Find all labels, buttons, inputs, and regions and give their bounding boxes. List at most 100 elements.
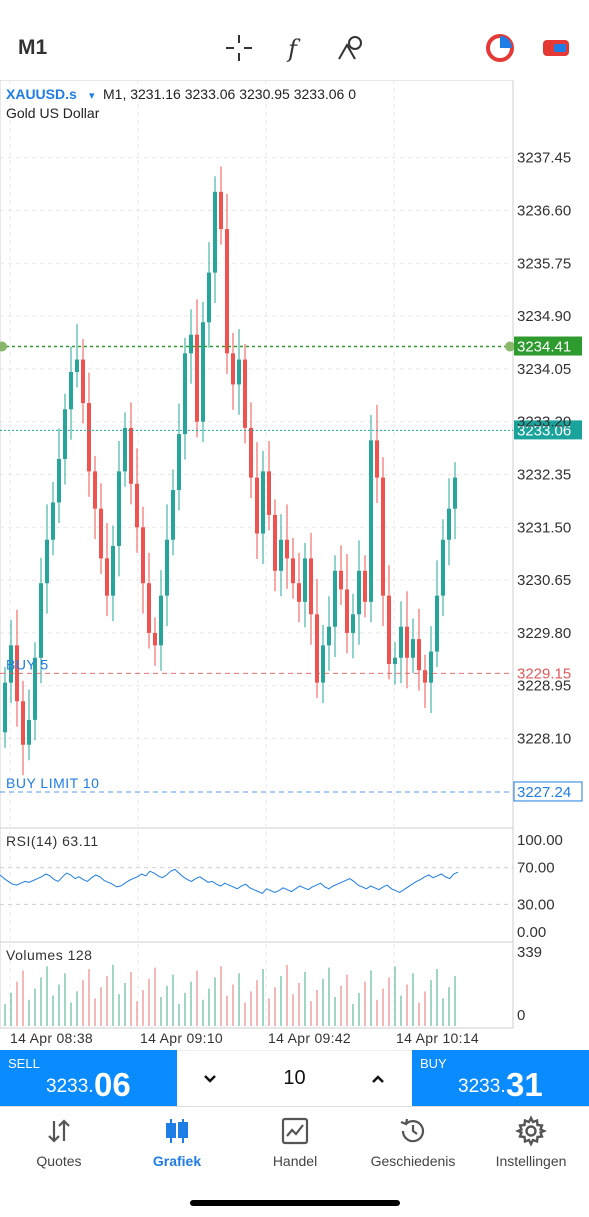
candle-body — [135, 483, 139, 528]
objects-icon[interactable] — [336, 33, 366, 63]
time-axis: 14 Apr 08:38 14 Apr 09:10 14 Apr 09:42 1… — [0, 1028, 589, 1050]
rsi-tick: 30.00 — [517, 896, 555, 913]
candle-body — [159, 595, 163, 646]
candle-body — [177, 434, 181, 491]
candle-body — [117, 471, 121, 546]
price-axis: 3237.45 3236.60 3235.75 3234.90 3234.05 3233.… — [517, 150, 571, 748]
rsi-tick: 70.00 — [517, 860, 555, 877]
candle-body — [57, 458, 61, 503]
candle-body — [315, 614, 319, 683]
candle-body — [153, 632, 157, 646]
symbol-dropdown-icon[interactable]: ▾ — [89, 89, 95, 102]
candle-body — [39, 583, 43, 658]
candle-body — [381, 477, 385, 596]
sell-price-pips: 06 — [94, 1066, 131, 1103]
volume-tick: 0 — [517, 1007, 525, 1024]
chart-grid — [0, 80, 514, 1029]
ohlc-readout: M1, 3231.16 3233.06 3230.95 3233.06 0 — [103, 86, 356, 102]
decrease-volume-button[interactable] — [195, 1065, 225, 1093]
tab-quotes[interactable]: Quotes — [0, 1115, 118, 1169]
price-tick: 3235.75 — [517, 255, 571, 272]
volume-tick: 339 — [517, 944, 542, 961]
candle-body — [399, 626, 403, 658]
candle-body — [363, 570, 367, 602]
buy-limit-label: BUY LIMIT 10 — [6, 775, 99, 791]
home-indicator — [190, 1200, 400, 1206]
tab-label: Grafiek — [152, 1153, 202, 1169]
sell-price-main: 3233. — [46, 1076, 94, 1097]
volume-label: Volumes 128 — [6, 947, 92, 963]
volume-selector: 10 — [177, 1050, 412, 1107]
candle-body — [33, 657, 37, 720]
volume-value[interactable]: 10 — [283, 1067, 306, 1089]
volume-panel: 339 0 — [4, 944, 542, 1026]
rsi-panel: 100.00 70.00 30.00 0.00 — [0, 832, 563, 941]
price-tick: 3234.90 — [517, 308, 571, 325]
buy-order-price: 3229.15 — [517, 665, 571, 682]
symbol-label[interactable]: XAUUSD.s — [6, 86, 77, 102]
candle-body — [291, 558, 295, 584]
candle-body — [279, 539, 283, 571]
tab-handel[interactable]: Handel — [236, 1115, 354, 1169]
candle-body — [453, 477, 457, 509]
candle-body — [441, 539, 445, 596]
timeframe-button[interactable]: M1 — [18, 36, 48, 59]
price-lines: 3234.41 3233.06 3229.15 BUY 5 3227.24 BUY LIM… — [0, 336, 583, 802]
candle-body — [87, 403, 91, 472]
candle-body — [405, 626, 409, 658]
price-chart[interactable]: 3234.41 3233.06 3229.15 BUY 5 3227.24 BUY LIM… — [0, 80, 589, 1035]
tab-geschiedenis[interactable]: Geschiedenis — [354, 1115, 472, 1169]
price-tick: 3234.05 — [517, 361, 571, 378]
indicator-icon[interactable]: f — [280, 33, 310, 63]
candle-body — [99, 508, 103, 559]
chart-frame — [0, 80, 514, 1029]
candle-body — [285, 539, 289, 559]
increase-volume-button[interactable] — [363, 1065, 393, 1093]
green-level-handle — [0, 341, 7, 352]
price-tick: 3228.10 — [517, 731, 571, 748]
settings-icon — [515, 1115, 547, 1147]
tab-label: Quotes — [36, 1153, 82, 1169]
candle-body — [81, 359, 85, 404]
tab-grafiek[interactable]: Grafiek — [118, 1115, 236, 1169]
candle-body — [189, 334, 193, 354]
tab-instellingen[interactable]: Instellingen — [472, 1115, 589, 1169]
time-tick: 14 Apr 09:10 — [140, 1030, 223, 1046]
crosshair-icon[interactable] — [224, 33, 254, 63]
candle-body — [387, 595, 391, 664]
candle-body — [123, 427, 127, 472]
top-toolbar: M1 f — [0, 0, 589, 80]
rsi-tick: 0.00 — [517, 924, 546, 941]
sell-button[interactable]: SELL 3233. 06 — [0, 1050, 177, 1106]
candle-body — [9, 645, 13, 683]
candle-body — [165, 539, 169, 596]
broker-icon[interactable] — [541, 33, 571, 63]
price-tick: 3230.65 — [517, 572, 571, 589]
candle-body — [369, 440, 373, 602]
svg-text:f: f — [286, 35, 301, 63]
buy-button[interactable]: BUY 3233. 31 — [412, 1050, 589, 1106]
candle-body — [423, 670, 427, 683]
candle-body — [213, 191, 217, 273]
candle-body — [69, 371, 73, 410]
candle-body — [129, 427, 133, 484]
candle-body — [393, 657, 397, 664]
candle-body — [219, 191, 223, 230]
candle-body — [21, 701, 25, 745]
trade-status-icon[interactable] — [485, 33, 515, 63]
candle-body — [417, 639, 421, 671]
candle-body — [273, 514, 277, 571]
candle-body — [309, 558, 313, 615]
one-click-trade-panel: SELL 3233. 06 10 BUY 3233. 31 — [0, 1050, 589, 1107]
candle-body — [339, 570, 343, 590]
candle-body — [267, 471, 271, 515]
candle-body — [201, 322, 205, 422]
current-price-value: 3233.06 — [517, 422, 571, 439]
candle-body — [3, 682, 7, 733]
candle-body — [75, 359, 79, 372]
symbol-description: Gold US Dollar — [6, 105, 100, 121]
candle-body — [141, 527, 145, 584]
candle-body — [237, 359, 241, 385]
buy-limit-price: 3227.24 — [517, 784, 571, 801]
tab-label: Geschiedenis — [370, 1153, 456, 1169]
